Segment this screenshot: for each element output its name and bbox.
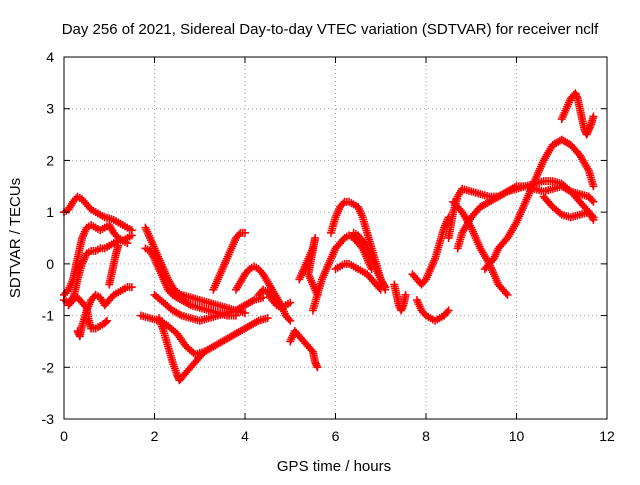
series-arc-29 [557,89,598,139]
data-point [381,283,390,292]
data-point [313,363,322,372]
series-arc-10 [155,314,209,385]
data-point [286,298,295,307]
x-tick-label: 0 [60,428,68,444]
data-point [123,239,132,248]
series-arc-5 [59,293,111,333]
data-point [401,290,410,299]
data-point [444,213,453,222]
series-arc-19 [331,259,385,294]
data-point [241,228,249,237]
series-arc-22 [408,213,453,289]
plot-frame [63,56,608,420]
data-point [444,306,453,315]
data-point [589,215,598,224]
data-point [589,112,598,121]
x-tick-label: 12 [599,428,615,444]
y-tick-label: 0 [46,256,54,272]
y-tick-label: 2 [46,152,54,168]
series-arc-21 [390,280,410,315]
series-arc-20 [349,228,390,292]
data-point [102,316,111,325]
data-point [503,290,512,299]
x-axis-title: GPS time / hours [277,458,391,475]
series-arc-12 [209,228,249,294]
data-point [259,293,268,302]
y-tick-label: -1 [42,308,55,324]
y-tick-label: -2 [42,359,55,375]
x-tick-label: 4 [241,428,249,444]
series-arc-26 [453,177,598,253]
data-point [127,231,136,240]
y-axis-title: SDTVAR / TECUs [7,178,24,298]
data-point [114,241,123,250]
series-arc-27 [480,135,598,274]
data-points [59,89,598,385]
data-point [589,197,598,206]
data-point [200,347,209,356]
series-arc-28 [539,192,598,224]
series-arc-14 [254,285,295,312]
x-tick-label: 10 [509,428,525,444]
data-point [376,285,385,294]
x-tick-label: 8 [422,428,430,444]
data-point [286,316,295,325]
chart-title: Day 256 of 2021, Sidereal Day-to-day VTE… [62,21,599,38]
y-tick-label: 1 [46,204,54,220]
y-tick-label: 4 [46,49,54,65]
x-tick-label: 6 [332,428,340,444]
data-point [263,314,272,323]
y-tick-label: 3 [46,101,54,117]
series-arc-15 [286,327,322,372]
series-arc-23 [412,296,453,325]
data-point [101,318,110,327]
data-point [127,283,136,292]
grid [64,57,607,419]
data-point [241,308,249,317]
x-tick-label: 2 [151,428,159,444]
data-point [589,182,598,191]
series-arc-6 [105,241,123,289]
series-arc-11 [150,290,268,325]
y-tick-label: -3 [42,411,55,427]
